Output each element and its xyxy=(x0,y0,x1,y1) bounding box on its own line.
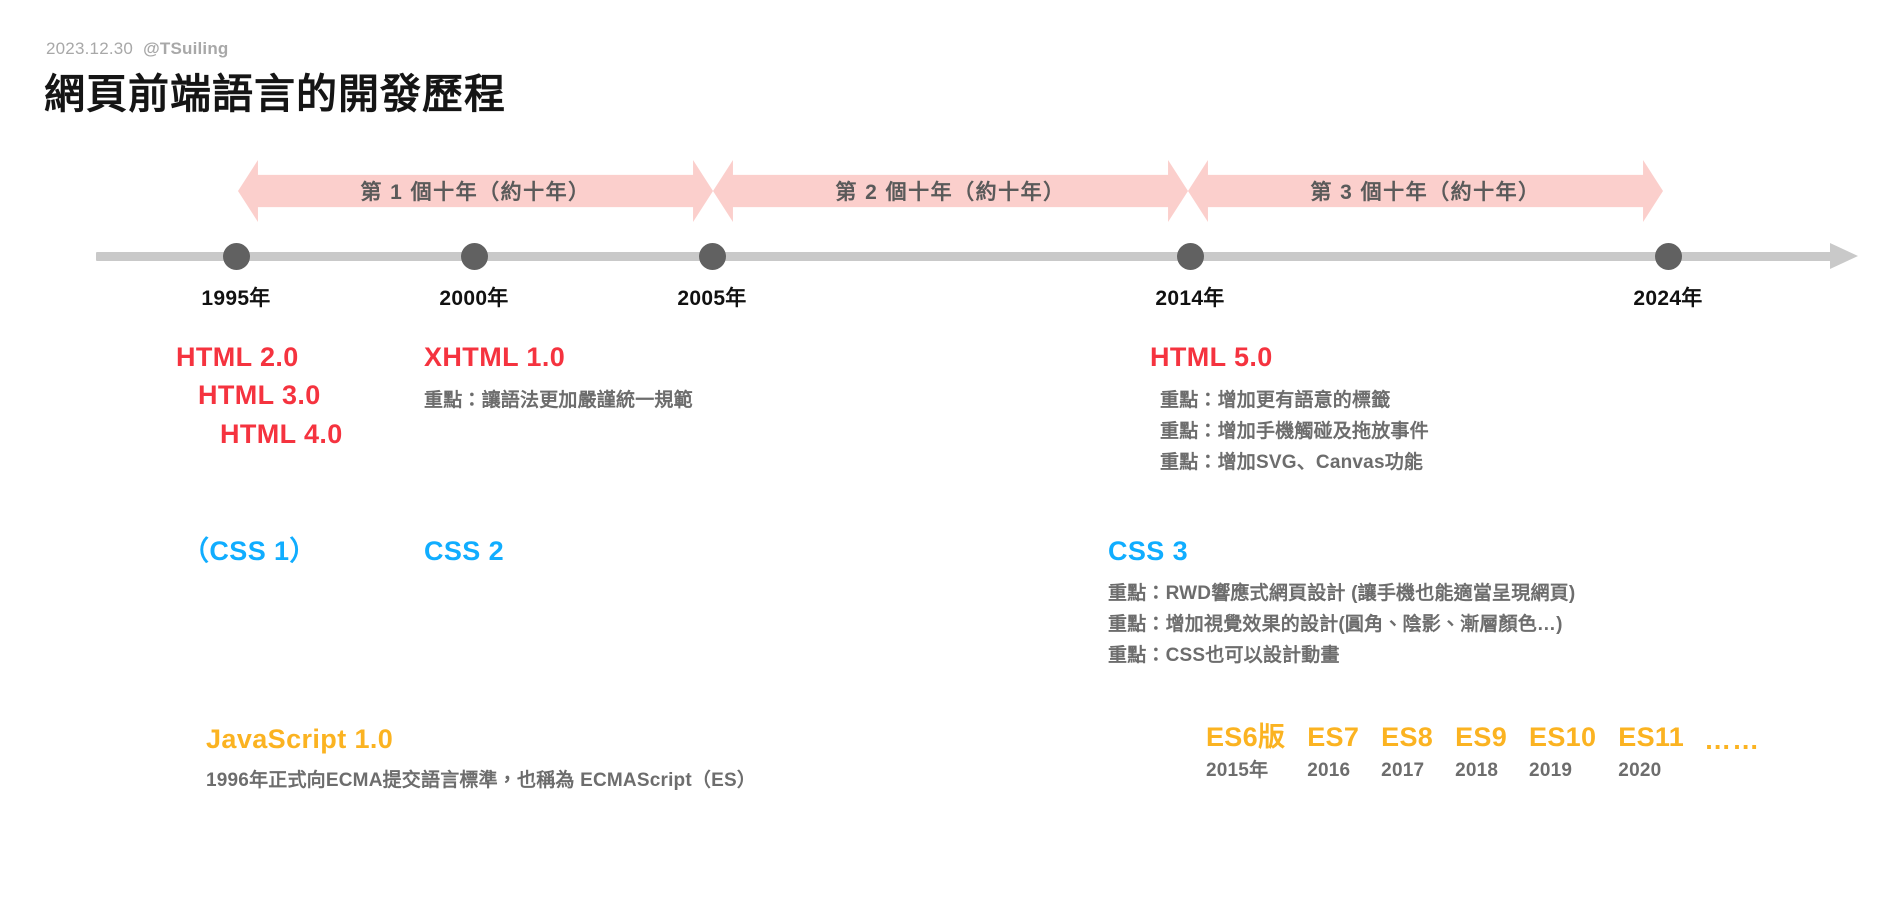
javascript-title: JavaScript 1.0 xyxy=(206,724,394,754)
html5-note-3: 重點：增加SVG、Canvas功能 xyxy=(1160,451,1424,473)
css2-title: CSS 2 xyxy=(424,536,505,566)
ecmascript-year: 2016 xyxy=(1307,759,1351,781)
entry-html-early: HTML 2.0 HTML 3.0 HTML 4.0 xyxy=(176,338,343,453)
byline-date: 2023.12.30 xyxy=(46,39,134,58)
xhtml-title: XHTML 1.0 xyxy=(424,342,566,372)
timeline-dot-2024 xyxy=(1655,243,1682,270)
xhtml-note-1: 重點：讓語法更加嚴謹統一規範 xyxy=(424,390,693,412)
entry-javascript: JavaScript 1.0 1996年正式向ECMA提交語言標準，也稱為 EC… xyxy=(206,720,756,797)
ecmascript-year: 2019 xyxy=(1529,759,1573,781)
entry-xhtml: XHTML 1.0 重點：讓語法更加嚴謹統一規範 xyxy=(424,338,693,417)
html-3-label: HTML 3.0 xyxy=(198,380,321,411)
ecmascript-version-es8: ES8 2017 xyxy=(1381,720,1433,786)
ecmascript-version-row: ES6版 2015年 ES7 2016 ES8 2017 ES9 2018 ES… xyxy=(1206,720,1760,786)
ecmascript-name: ES10 xyxy=(1529,722,1597,752)
decade-arrow-label: 第 2 個十年（約十年） xyxy=(835,181,1066,204)
decade-arrow-1: 第 1 個十年（約十年） xyxy=(238,160,713,222)
ecmascript-year: 2015年 xyxy=(1206,759,1269,781)
html-2-label: HTML 2.0 xyxy=(176,342,299,372)
ecmascript-name: ES11 xyxy=(1618,722,1685,752)
css3-note-2: 重點：增加視覺效果的設計(圓角、陰影、漸層顏色…) xyxy=(1108,614,1563,636)
byline-handle: @TSuiling xyxy=(143,39,229,58)
entry-html5: HTML 5.0 重點：增加更有語意的標籤 重點：增加手機觸碰及拖放事件 重點：… xyxy=(1150,338,1429,479)
css3-note-3: 重點：CSS也可以設計動畫 xyxy=(1108,644,1340,666)
ecmascript-version-es11: ES11 2020 xyxy=(1618,720,1684,786)
ecmascript-year: 2018 xyxy=(1455,759,1499,781)
ecmascript-version-es7: ES7 2016 xyxy=(1307,720,1359,786)
timeline-dot-2000 xyxy=(461,243,488,270)
entry-css1: （CSS 1） xyxy=(182,532,317,570)
timeline-label-2014: 2014年 xyxy=(1155,287,1225,310)
ecmascript-more: …… xyxy=(1704,725,1760,786)
timeline-label-1995: 1995年 xyxy=(201,287,271,310)
decade-arrow-2: 第 2 個十年（約十年） xyxy=(713,160,1188,222)
css1-title: （CSS 1） xyxy=(182,536,317,566)
entry-css3: CSS 3 重點：RWD響應式網頁設計 (讓手機也能適當呈現網頁) 重點：增加視… xyxy=(1108,532,1575,672)
ecmascript-version-es10: ES10 2019 xyxy=(1529,720,1596,786)
html-4-label: HTML 4.0 xyxy=(220,418,343,449)
ecmascript-year: 2017 xyxy=(1381,759,1425,781)
html5-note-2: 重點：增加手機觸碰及拖放事件 xyxy=(1160,421,1429,443)
timeline-axis-arrowhead-icon xyxy=(1830,243,1858,269)
javascript-note-1: 1996年正式向ECMA提交語言標準，也稱為 ECMAScript（ES） xyxy=(206,770,757,792)
ecmascript-ellipsis: …… xyxy=(1704,724,1761,755)
timeline-dot-1995 xyxy=(223,243,250,270)
entry-css2: CSS 2 xyxy=(424,532,504,570)
ecmascript-year-spacer xyxy=(1704,756,1760,786)
page-title: 網頁前端語言的開發歷程 xyxy=(44,71,506,117)
ecmascript-name: ES6版 xyxy=(1206,722,1286,752)
timeline-axis-line xyxy=(96,252,1836,261)
timeline-dot-2014 xyxy=(1177,243,1204,270)
ecmascript-name: ES8 xyxy=(1381,722,1434,752)
ecmascript-version-es6: ES6版 2015年 xyxy=(1206,720,1285,786)
timeline-label-2000: 2000年 xyxy=(439,287,509,310)
ecmascript-name: ES9 xyxy=(1455,722,1508,752)
entry-ecmascript-versions: ES6版 2015年 ES7 2016 ES8 2017 ES9 2018 ES… xyxy=(1206,720,1760,786)
ecmascript-version-es9: ES9 2018 xyxy=(1455,720,1507,786)
html5-title: HTML 5.0 xyxy=(1150,342,1273,372)
ecmascript-name: ES7 xyxy=(1307,722,1360,752)
timeline-label-2005: 2005年 xyxy=(677,287,747,310)
decade-arrow-3: 第 3 個十年（約十年） xyxy=(1188,160,1663,222)
css3-note-1: 重點：RWD響應式網頁設計 (讓手機也能適當呈現網頁) xyxy=(1108,583,1576,605)
timeline-dot-2005 xyxy=(699,243,726,270)
decade-arrow-label: 第 3 個十年（約十年） xyxy=(1310,181,1541,204)
decade-band: 第 1 個十年（約十年） 第 2 個十年（約十年） 第 3 個十年（約十年） xyxy=(0,160,1900,222)
timeline-label-2024: 2024年 xyxy=(1633,287,1703,310)
decade-arrow-label: 第 1 個十年（約十年） xyxy=(360,181,591,204)
ecmascript-year: 2020 xyxy=(1618,759,1662,781)
css3-title: CSS 3 xyxy=(1108,536,1189,566)
html5-note-1: 重點：增加更有語意的標籤 xyxy=(1160,390,1391,412)
byline: 2023.12.30 @TSuiling xyxy=(46,39,229,59)
